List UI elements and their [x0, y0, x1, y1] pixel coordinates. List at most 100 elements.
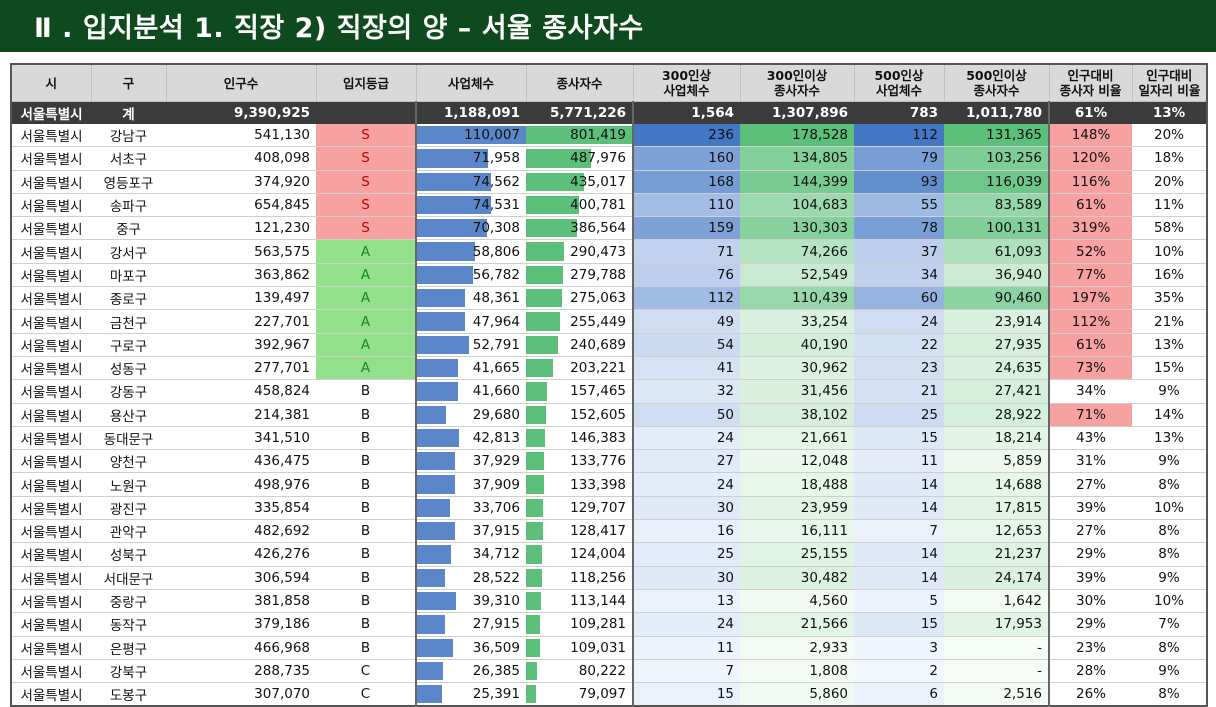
cell-business: 52,791 [416, 333, 526, 357]
cell-ratio-emp: 27% [1049, 519, 1132, 544]
cell-business: 41,665 [416, 356, 526, 381]
cell-ratio-job: 10% [1132, 496, 1207, 521]
cell-biz500: 60 [854, 286, 944, 311]
cell-biz500: 15 [854, 612, 944, 637]
cell-biz500: 78 [854, 216, 944, 241]
table-row: 서울특별시 동대문구 341,510 B 42,813 146,383 24 21,661 15… [11, 426, 1207, 451]
table-row: 서울특별시 서초구 408,098 S 71,958 487,976 160 134,805 7… [11, 146, 1207, 171]
cell-employees-bar [526, 126, 631, 145]
cell-district: 중랑구 [91, 589, 166, 614]
cell-emp500: 100,131 [944, 216, 1050, 241]
cell-ratio-job: 13% [1132, 426, 1207, 451]
cell-population: 482,692 [166, 519, 316, 544]
cell-city: 서울특별시 [11, 333, 91, 357]
cell-employees-value: 290,473 [570, 243, 626, 260]
cell-business-bar [417, 685, 443, 704]
table-row: 서울특별시 관악구 482,692 B 37,915 128,417 16 16,111 7 12… [11, 519, 1207, 544]
cell-business-bar [417, 428, 460, 448]
cell-business-value: 28,522 [472, 569, 520, 586]
cell-employees: 152,605 [526, 403, 634, 427]
cell-biz300: 110 [633, 193, 740, 218]
cell-employees-bar [526, 452, 544, 471]
cell-ratio-emp: 112% [1049, 309, 1132, 334]
cell-grade: B [316, 589, 417, 614]
cell-emp500: 83,589 [944, 193, 1050, 218]
cell-district: 은평구 [91, 636, 166, 660]
cell-ratio-job: 16% [1132, 263, 1207, 288]
cell-employees-value: 146,383 [570, 430, 626, 446]
cell-business: 28,522 [416, 566, 526, 590]
cell-emp300: 52,549 [740, 263, 854, 288]
cell-population: 307,070 [166, 682, 316, 707]
cell-employees-value: 801,419 [570, 127, 626, 144]
table-row: 서울특별시 영등포구 374,920 S 74,562 435,017 168 144,399… [11, 170, 1207, 194]
cell-emp300: 5,860 [740, 682, 854, 707]
cell-grade: A [316, 333, 417, 357]
cell-ratio-emp: 61% [1049, 333, 1132, 357]
cell-business-value: 36,509 [472, 639, 520, 656]
cell-ratio-emp: 34% [1049, 379, 1132, 404]
cell-district: 동대문구 [91, 426, 166, 451]
cell-business-value: 37,929 [472, 453, 520, 470]
cell-grade: B [316, 403, 417, 427]
cell-ratio-job: 8% [1132, 682, 1207, 707]
cell-employees-bar [526, 545, 543, 564]
cell-district: 서대문구 [91, 566, 166, 590]
table-row: 서울특별시 마포구 363,862 A 56,782 279,788 76 52,549 34 3… [11, 263, 1207, 288]
cell-employees-bar [526, 289, 563, 308]
total-district: 계 [91, 101, 166, 124]
cell-city: 서울특별시 [11, 659, 91, 684]
cell-district: 강북구 [91, 659, 166, 684]
cell-biz300: 16 [633, 519, 740, 544]
cell-employees: 400,781 [526, 193, 634, 218]
cell-employees-value: 400,781 [570, 197, 626, 214]
cell-business-value: 71,958 [472, 150, 520, 167]
cell-business-bar [417, 661, 444, 681]
cell-business: 33,706 [416, 496, 526, 521]
cell-business-value: 29,680 [472, 406, 520, 423]
cell-ratio-job: 10% [1132, 589, 1207, 614]
cell-emp500: 116,039 [944, 170, 1050, 194]
cell-population: 654,845 [166, 193, 316, 218]
cell-business: 70,308 [416, 216, 526, 241]
header-biz500: 500인상 사업체수 [853, 63, 945, 102]
cell-ratio-job: 21% [1132, 309, 1207, 334]
cell-ratio-emp: 39% [1049, 566, 1132, 590]
cell-biz300: 15 [633, 682, 740, 707]
cell-city: 서울특별시 [11, 472, 91, 497]
cell-emp300: 31,456 [740, 379, 854, 404]
cell-business: 36,509 [416, 636, 526, 660]
cell-employees: 279,788 [526, 263, 634, 288]
cell-employees-bar [526, 195, 579, 215]
cell-ratio-emp: 30% [1049, 589, 1132, 614]
cell-employees-bar [526, 591, 541, 611]
cell-population: 288,735 [166, 659, 316, 684]
cell-employees-value: 487,976 [570, 150, 626, 167]
cell-emp300: 130,303 [740, 216, 854, 241]
header-population: 인구수 [165, 63, 317, 102]
cell-employees-value: 124,004 [570, 546, 626, 563]
cell-district: 서초구 [91, 146, 166, 171]
cell-grade: A [316, 286, 417, 311]
table-row: 서울특별시 용산구 214,381 B 29,680 152,605 50 38,102 25 2… [11, 403, 1207, 427]
cell-emp300: 33,254 [740, 309, 854, 334]
cell-city: 서울특별시 [11, 146, 91, 171]
cell-biz500: 14 [854, 542, 944, 567]
cell-grade: B [316, 519, 417, 544]
cell-city: 서울특별시 [11, 356, 91, 381]
cell-emp300: 40,190 [740, 333, 854, 357]
cell-business-value: 74,562 [472, 173, 520, 190]
cell-grade: S [316, 170, 417, 194]
cell-emp300: 30,482 [740, 566, 854, 590]
cell-ratio-job: 8% [1132, 472, 1207, 497]
cell-employees-bar [526, 522, 543, 541]
cell-grade: A [316, 263, 417, 288]
cell-emp500: - [944, 636, 1050, 660]
header-biz300: 300인상 사업체수 [632, 63, 741, 102]
cell-business-value: 110,007 [464, 127, 520, 144]
cell-city: 서울특별시 [11, 519, 91, 544]
cell-biz300: 41 [633, 356, 740, 381]
cell-ratio-job: 9% [1132, 566, 1207, 590]
cell-biz300: 159 [633, 216, 740, 241]
cell-emp500: 17,815 [944, 496, 1050, 521]
